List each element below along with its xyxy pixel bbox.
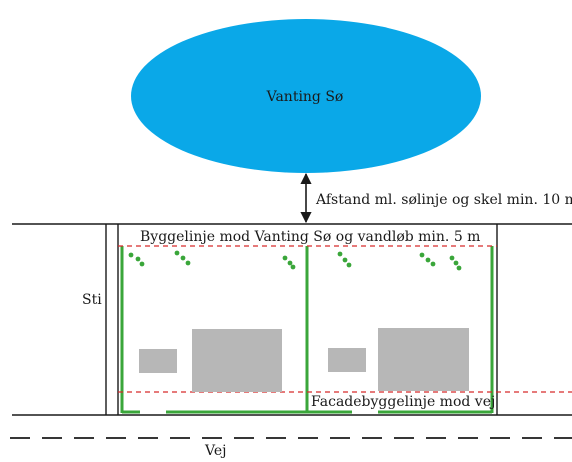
path-label: Sti [82,292,102,308]
house-left [192,329,282,392]
tree-dot [453,260,459,266]
tree-dot [185,260,191,266]
tree-dot [346,262,352,268]
tree-dot [287,260,293,266]
tree-dot [180,255,186,261]
tree-dot [337,251,343,257]
tree-dot [290,264,296,270]
lake-vanting-so [131,19,481,173]
shed-left [139,349,177,373]
tree-dot [342,257,348,263]
building-line-lake-label: Byggelinje mod Vanting Sø og vandløb min… [140,229,480,245]
facade-line-label: Facadebyggelinje mod vej [311,394,495,410]
tree-dot [139,261,145,267]
tree-dot [425,257,431,263]
house-right [378,328,469,391]
tree-dot [128,252,134,258]
distance-label: Afstand ml. sølinje og skel min. 10 m [315,192,572,208]
tree-dot [174,250,180,256]
lake-label: Vanting Sø [266,89,344,105]
tree-dot [456,265,462,271]
tree-dot [135,256,141,262]
tree-dot [282,255,288,261]
tree-dot [449,255,455,261]
road-label: Vej [204,443,226,459]
trees-right-lot [337,251,462,271]
trees-left-lot [128,250,296,270]
tree-dot [430,261,436,267]
shed-right [328,348,366,372]
tree-dot [419,252,425,258]
